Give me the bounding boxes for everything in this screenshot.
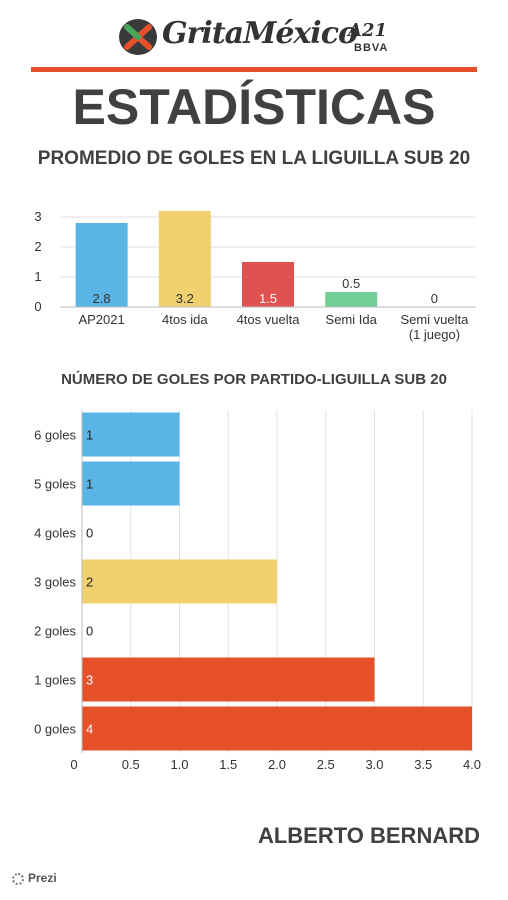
y-tick-label: 2	[34, 239, 41, 254]
bar	[82, 412, 180, 457]
x-tick-label: 2.0	[268, 757, 286, 772]
bar	[82, 461, 180, 506]
prezi-watermark: Prezi	[12, 871, 57, 885]
x-category-label: Semi vuelta	[400, 312, 469, 327]
bar	[75, 223, 128, 307]
x-category-label: (1 juego)	[409, 327, 460, 342]
x-category-label: 4tos vuelta	[237, 312, 301, 327]
bar-value-label: 4	[86, 722, 93, 737]
bar-value-label: 1.5	[259, 291, 277, 306]
y-category-label: 1 goles	[34, 673, 76, 688]
x-tick-label: 1.5	[219, 757, 237, 772]
brand-logo: GritaMéxico A21 BBVA	[112, 14, 394, 60]
logo-wordmark: GritaMéxico	[162, 16, 358, 51]
bar-value-label: 0	[431, 291, 438, 306]
chart-1-title: PROMEDIO DE GOLES EN LA LIGUILLA SUB 20	[37, 148, 471, 169]
bar	[242, 262, 294, 307]
bar	[158, 211, 211, 307]
x-tick-label: 1.0	[170, 757, 188, 772]
bar-value-label: 3	[86, 673, 93, 688]
goals-per-match-chart: 1 6 goles 1 5 goles 0 4 goles 2 3 goles 0 2 goles…	[34, 410, 481, 772]
y-category-label: 2 goles	[34, 624, 76, 639]
x-category-label: AP2021	[78, 312, 124, 327]
x-tick-label: 3.0	[365, 757, 383, 772]
prezi-label: Prezi	[28, 871, 57, 885]
bar-value-label: 0	[86, 526, 93, 541]
x-category-label: 4tos ida	[162, 312, 208, 327]
bar-value-label: 2.8	[93, 291, 111, 306]
logo-badge-icon	[119, 19, 157, 55]
bar	[82, 657, 375, 702]
y-tick-label: 0	[34, 299, 41, 314]
logo-sponsor: BBVA	[354, 42, 389, 54]
average-goals-chart: 0 1 2 3 2.8 AP2021 3.2 4tos ida 1.5 4tos vuelta 0.…	[34, 209, 476, 342]
bar-value-label: 3.2	[176, 291, 194, 306]
x-tick-label: 4.0	[463, 757, 481, 772]
y-category-label: 3 goles	[34, 575, 76, 590]
prezi-icon	[12, 872, 24, 885]
bar-value-label: 2	[86, 575, 93, 590]
bar	[325, 292, 378, 307]
bar-value-label: 0.5	[342, 276, 360, 291]
bar-value-label: 1	[86, 428, 93, 443]
bar-value-label: 0	[86, 624, 93, 639]
x-category-label: Semi Ida	[326, 312, 378, 327]
author-name: ALBERTO BERNARD	[257, 823, 480, 848]
y-category-label: 4 goles	[34, 526, 76, 541]
page-title: ESTADÍSTICAS	[72, 79, 436, 135]
bar	[82, 706, 472, 751]
header-divider	[31, 67, 477, 72]
y-tick-label: 1	[34, 269, 41, 284]
x-tick-label: 3.5	[414, 757, 432, 772]
logo-edition: A21	[348, 20, 388, 41]
y-category-label: 6 goles	[34, 428, 76, 443]
y-category-label: 0 goles	[34, 722, 76, 737]
x-tick-label: 0	[70, 757, 77, 772]
bar-value-label: 1	[86, 477, 93, 492]
y-category-label: 5 goles	[34, 477, 76, 492]
x-tick-label: 0.5	[122, 757, 140, 772]
y-tick-label: 3	[34, 209, 41, 224]
chart-2-title: NÚMERO DE GOLES POR PARTIDO-LIGUILLA SUB…	[61, 371, 447, 388]
bar	[82, 559, 277, 604]
x-tick-label: 2.5	[317, 757, 335, 772]
